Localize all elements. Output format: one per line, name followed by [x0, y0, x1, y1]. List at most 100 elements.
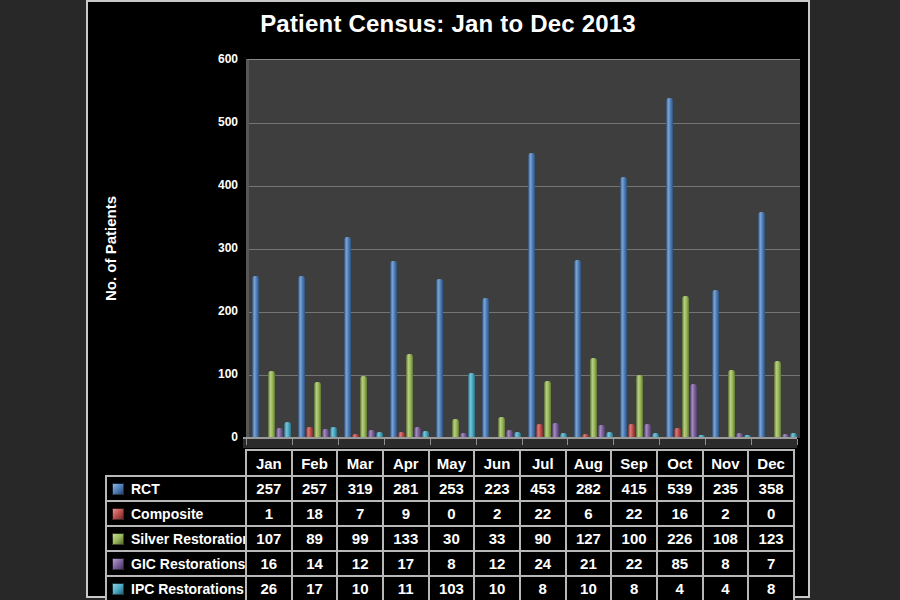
value-cell: 2 — [474, 501, 520, 526]
month-group-sep — [616, 60, 662, 438]
value-cell: 33 — [474, 526, 520, 551]
month-header-cell: Sep — [611, 450, 657, 476]
plot-area — [246, 59, 800, 438]
bar-silver-restorations — [406, 354, 413, 438]
month-group-jan — [249, 60, 295, 438]
month-group-feb — [295, 60, 341, 438]
bar-ipc-restorations — [284, 422, 291, 438]
y-tick-label: 100 — [198, 367, 238, 381]
month-header-cell: Jan — [246, 450, 292, 476]
chart-title: Patient Census: Jan to Dec 2013 — [88, 10, 808, 38]
value-cell: 22 — [611, 501, 657, 526]
value-cell: 8 — [611, 576, 657, 600]
table-row-ipc-restorations: IPC Restorations26171011103108108448 — [106, 576, 794, 600]
bar-composite — [536, 424, 543, 438]
series-name: Silver Restorations — [131, 531, 246, 547]
value-cell: 89 — [292, 526, 338, 551]
month-header-cell: Oct — [657, 450, 703, 476]
bar-rct — [666, 98, 673, 438]
axis-tick — [476, 439, 477, 445]
value-cell: 30 — [429, 526, 475, 551]
series-name: GIC Restorations — [131, 556, 245, 572]
legend-swatch-icon — [112, 583, 124, 595]
value-cell: 127 — [566, 526, 612, 551]
row-label-cell: GIC Restorations — [106, 551, 246, 576]
value-cell: 8 — [429, 551, 475, 576]
table-header-row: JanFebMarAprMayJunJulAugSepOctNovDec — [106, 450, 794, 476]
bar-composite — [628, 424, 635, 438]
axis-tick — [292, 439, 293, 445]
y-tick-label: 400 — [198, 178, 238, 192]
value-cell: 257 — [246, 476, 292, 501]
bar-rct — [252, 276, 259, 438]
series-name: IPC Restorations — [131, 581, 244, 597]
month-group-dec — [754, 60, 800, 438]
bar-silver-restorations — [268, 371, 275, 438]
y-tick-label: 300 — [198, 241, 238, 255]
row-label-cell: RCT — [106, 476, 246, 501]
bar-rct — [344, 237, 351, 438]
value-cell: 4 — [657, 576, 703, 600]
value-cell: 7 — [748, 551, 794, 576]
value-cell: 253 — [429, 476, 475, 501]
month-group-nov — [708, 60, 754, 438]
slide: Patient Census: Jan to Dec 2013 No. of P… — [86, 0, 810, 598]
axis-tick — [797, 439, 798, 445]
value-cell: 16 — [246, 551, 292, 576]
value-cell: 10 — [474, 576, 520, 600]
value-cell: 99 — [337, 526, 383, 551]
value-cell: 4 — [703, 576, 749, 600]
row-label-cell: Composite — [106, 501, 246, 526]
value-cell: 90 — [520, 526, 566, 551]
value-cell: 226 — [657, 526, 703, 551]
series-name: Composite — [131, 506, 203, 522]
axis-tick — [338, 439, 339, 445]
axis-tick — [751, 439, 752, 445]
bar-gic-restorations — [690, 384, 697, 438]
bar-silver-restorations — [774, 361, 781, 438]
y-tick-label: 0 — [198, 430, 238, 444]
data-table: JanFebMarAprMayJunJulAugSepOctNovDecRCT2… — [105, 449, 795, 600]
month-group-jul — [525, 60, 571, 438]
bar-rct — [712, 290, 719, 438]
value-cell: 539 — [657, 476, 703, 501]
chart-floor — [243, 439, 797, 448]
value-cell: 282 — [566, 476, 612, 501]
value-cell: 123 — [748, 526, 794, 551]
value-cell: 10 — [337, 576, 383, 600]
bar-gic-restorations — [644, 424, 651, 438]
month-group-oct — [662, 60, 708, 438]
value-cell: 12 — [337, 551, 383, 576]
month-group-mar — [341, 60, 387, 438]
value-cell: 103 — [429, 576, 475, 600]
row-label-cell: IPC Restorations — [106, 576, 246, 600]
axis-tick — [659, 439, 660, 445]
month-header-cell: Mar — [337, 450, 383, 476]
month-group-aug — [570, 60, 616, 438]
value-cell: 10 — [566, 576, 612, 600]
bar-rct — [436, 279, 443, 438]
value-cell: 85 — [657, 551, 703, 576]
month-header-cell: Jul — [520, 450, 566, 476]
month-group-may — [433, 60, 479, 438]
value-cell: 14 — [292, 551, 338, 576]
value-cell: 8 — [703, 551, 749, 576]
bar-silver-restorations — [728, 370, 735, 438]
value-cell: 22 — [520, 501, 566, 526]
value-cell: 0 — [429, 501, 475, 526]
value-cell: 22 — [611, 551, 657, 576]
value-cell: 235 — [703, 476, 749, 501]
month-group-jun — [479, 60, 525, 438]
bar-rct — [482, 298, 489, 438]
bar-silver-restorations — [498, 417, 505, 438]
month-header-cell: May — [429, 450, 475, 476]
value-cell: 7 — [337, 501, 383, 526]
table-row-gic-restorations: GIC Restorations161412178122421228587 — [106, 551, 794, 576]
value-cell: 21 — [566, 551, 612, 576]
axis-tick — [430, 439, 431, 445]
value-cell: 26 — [246, 576, 292, 600]
bar-silver-restorations — [636, 375, 643, 438]
axis-tick — [567, 439, 568, 445]
value-cell: 319 — [337, 476, 383, 501]
bar-silver-restorations — [682, 296, 689, 438]
